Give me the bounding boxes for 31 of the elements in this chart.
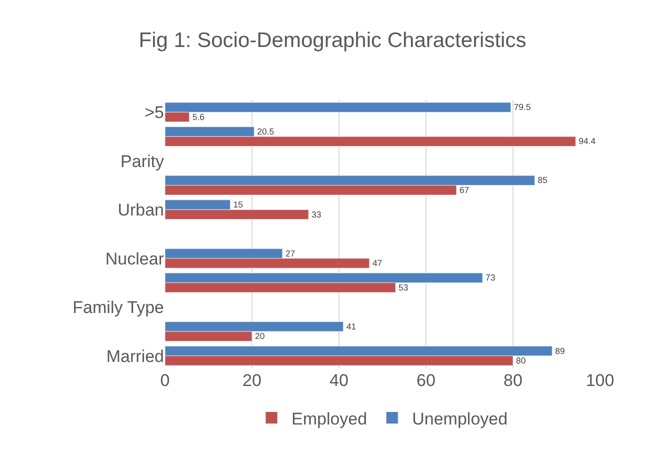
data-label: 20.5 [257, 126, 274, 136]
x-tick-label: 60 [416, 371, 436, 390]
x-tick-label: 20 [242, 371, 262, 390]
legend-label: Unemployed [412, 409, 508, 428]
y-tick-label: Family Type [72, 298, 164, 318]
data-label: 80 [516, 356, 526, 366]
data-label: 85 [538, 175, 548, 186]
data-label: 89 [555, 346, 565, 356]
data-label: 5.6 [192, 112, 205, 122]
data-label: 94.4 [578, 136, 596, 146]
y-tick-label: Married [106, 346, 164, 366]
chart-title: Fig 1: Socio-Demographic Characteristics [138, 29, 526, 52]
x-tick-label: 100 [586, 371, 614, 390]
data-label: 53 [398, 282, 408, 292]
data-label: 79.5 [514, 102, 531, 112]
y-tick-label: >5 [144, 103, 164, 122]
data-label: 41 [346, 321, 356, 332]
y-tick-label: Urban [118, 200, 164, 220]
data-label: 73 [486, 272, 496, 283]
x-tick-label: 0 [160, 371, 170, 390]
data-label: 15 [233, 200, 244, 210]
x-tick-label: 80 [504, 371, 522, 390]
y-tick-label: Nuclear [105, 249, 164, 268]
legend-label: Employed [292, 409, 368, 428]
data-label: 20 [255, 331, 265, 342]
x-tick-label: 40 [330, 371, 348, 390]
y-tick-label: Parity [120, 152, 164, 171]
data-label: 33 [312, 209, 322, 220]
data-label: 47 [372, 258, 382, 268]
data-label: 67 [459, 184, 470, 195]
data-label: 27 [285, 248, 296, 258]
